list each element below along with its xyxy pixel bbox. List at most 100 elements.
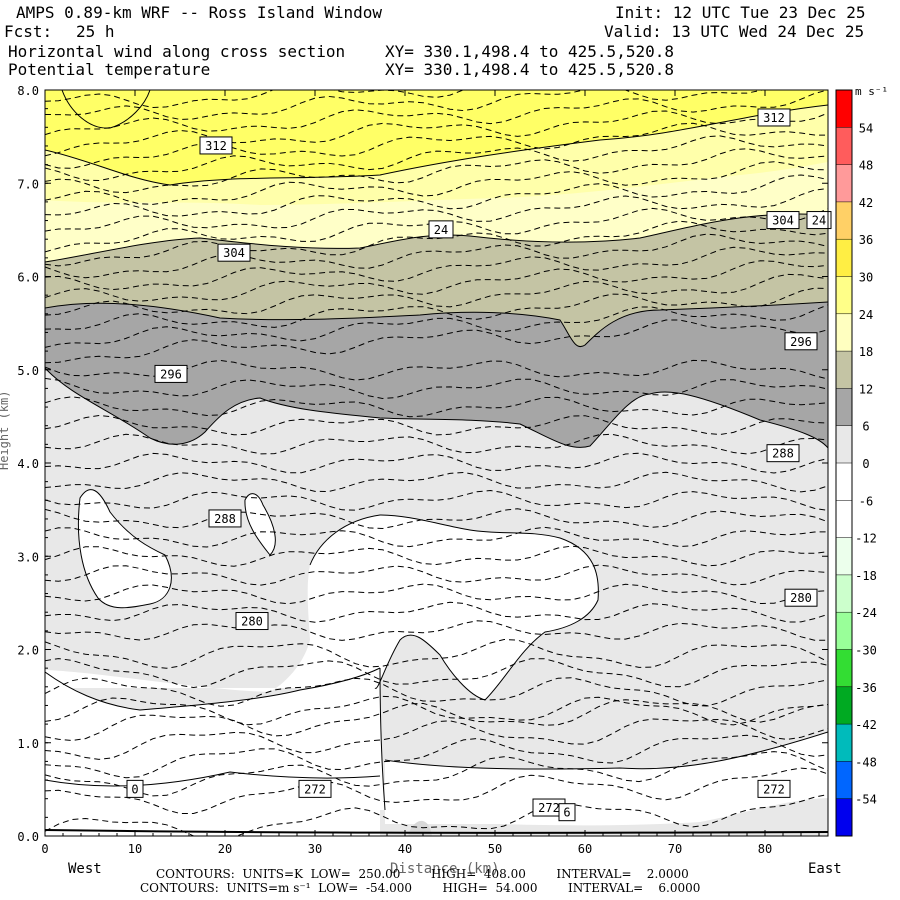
theta-contour: [45, 508, 828, 530]
theta-contour: [45, 583, 828, 605]
theta-contour: [45, 677, 828, 707]
x-tick-label: 80: [758, 842, 772, 856]
x-axis-east-label: East: [808, 861, 842, 877]
theta-contour: [45, 767, 828, 814]
y-tick-label: 4.0: [17, 457, 39, 471]
theta-contour: [45, 148, 828, 194]
theta-contour: [45, 161, 828, 205]
x-tick-label: 50: [488, 842, 502, 856]
colorbar: 54 48 42 36 30 24 18 12 6 0 -6 -12 -18 -24 -30 -36 -42 -4…: [835, 89, 877, 837]
theta-contour: [45, 174, 828, 217]
colorbar-label: 36: [859, 233, 873, 247]
wind-label: 24: [434, 223, 448, 237]
colorbar-label: -24: [855, 606, 877, 620]
x-tick-label: 30: [308, 842, 322, 856]
colorbar-label: -36: [855, 681, 877, 695]
theta-contour: [45, 377, 828, 400]
theta-label: 272: [304, 782, 326, 796]
theta-label: 272: [763, 782, 785, 796]
forecast-hours: 25 h: [76, 22, 115, 41]
colorbar-swatch: [836, 239, 852, 277]
theta-label-box: [208, 509, 242, 528]
theta-contour: [45, 90, 465, 109]
y-tick-label: 2.0: [17, 644, 39, 658]
init-time: Init: 12 UTC Tue 23 Dec 25: [615, 3, 866, 22]
theta-label: 272: [538, 801, 560, 815]
theta-label-box: [199, 136, 233, 155]
theta-contour: [45, 273, 828, 316]
theta-contour: [45, 638, 828, 669]
wind-label-box: [806, 211, 832, 230]
colorbar-label: 48: [859, 159, 873, 173]
colorbar-label: 6: [862, 420, 869, 434]
theta-label-box: [784, 332, 818, 351]
colorbar-label: 42: [859, 196, 873, 210]
colorbar-swatch: [836, 127, 852, 166]
theta-contour: [45, 396, 828, 418]
theta-contour: [45, 601, 828, 623]
theta-label: 288: [214, 512, 236, 526]
y-tick-label: 6.0: [17, 271, 39, 285]
wind-label: 0: [131, 782, 138, 796]
x-axis-title: Distance (km): [390, 861, 500, 877]
forecast-label: Fcst:: [4, 22, 53, 41]
theta-label: 312: [763, 111, 785, 125]
theta-contour: [45, 734, 828, 779]
theta-label: 280: [790, 591, 812, 605]
theta-contour: [45, 304, 828, 348]
wind-fill-regions: [45, 90, 828, 836]
x-tick-label: 0: [41, 842, 48, 856]
theta-contour: [45, 471, 828, 493]
theta-contour: [45, 545, 828, 567]
wind-label-box: [428, 220, 454, 239]
colorbar-label: 18: [859, 345, 873, 359]
theta-contour-info: CONTOURS: UNITS=K LOW= 250.00 HIGH= 408.…: [156, 867, 689, 881]
theta-contour: [45, 220, 828, 267]
theta-contour: [45, 246, 828, 291]
theta-contour: [45, 110, 828, 157]
theta-label: 304: [772, 214, 794, 228]
field-2-name: Potential temperature: [8, 60, 211, 79]
colorbar-swatch: [836, 463, 852, 501]
colorbar-label: 24: [859, 308, 873, 322]
field-1-xy: XY= 330.1,498.4 to 425.5,520.8: [385, 42, 674, 61]
x-axis: 0 10 20 30 40 50 60 70 80: [41, 90, 820, 856]
theta-contour: [45, 188, 828, 232]
x-axis-west-label: West: [68, 861, 102, 877]
wind-label-box: [558, 803, 576, 822]
colorbar-swatch: [836, 724, 852, 762]
colorbar-swatch: [836, 612, 852, 650]
theta-contour: [45, 526, 828, 548]
theta-label: 304: [223, 246, 245, 260]
wind-contour-info: CONTOURS: UNITS=m s⁻¹ LOW= -54.000 HIGH=…: [140, 881, 701, 895]
colorbar-label: 0: [862, 457, 869, 471]
colorbar-units: m s⁻¹: [855, 85, 888, 98]
theta-contour: [45, 319, 828, 364]
theta-label: 296: [160, 367, 182, 381]
theta-label-box: [757, 108, 791, 127]
wind-pocket-calm-4: [45, 668, 385, 810]
wind-pocket-calm-5: [385, 732, 828, 826]
x-tick-label: 40: [398, 842, 412, 856]
y-axis: 0.0 1.0 2.0 3.0 4.0 5.0 6.0 7.0 8.0: [17, 84, 828, 844]
wind-pocket-calm-3: [45, 515, 599, 700]
theta-contour-lines: [45, 90, 828, 836]
colorbar-swatch: [836, 201, 852, 240]
theta-label-box: [784, 588, 818, 607]
theta-contour: [45, 90, 764, 120]
colorbar-swatch: [836, 276, 852, 315]
colorbar-swatch: [836, 425, 852, 464]
x-tick-label: 20: [218, 842, 232, 856]
colorbar-swatch: [836, 351, 852, 389]
theta-label: 288: [772, 447, 794, 461]
wind-label: 24: [812, 214, 826, 228]
theta-contour: [45, 699, 828, 742]
colorbar-label: -6: [859, 494, 873, 508]
theta-label-box: [154, 364, 188, 383]
colorbar-label: 30: [859, 271, 873, 285]
colorbar-label: -30: [855, 644, 877, 658]
theta-contour: [45, 658, 828, 689]
theta-contour: [45, 90, 828, 136]
y-axis-title: Height (km): [0, 391, 11, 470]
